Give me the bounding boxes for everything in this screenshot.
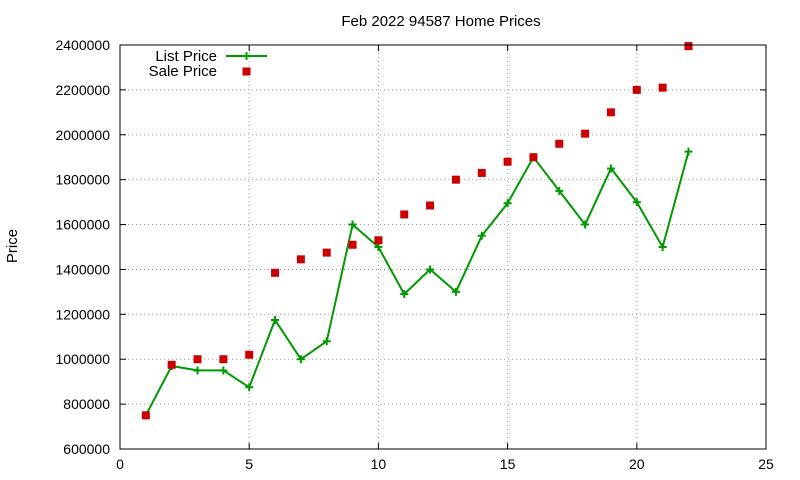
y-tick-label: 800000 [63, 396, 110, 412]
chart-title: Feb 2022 94587 Home Prices [341, 13, 540, 30]
x-tick-label: 5 [245, 456, 253, 472]
axis-ticks: 600000 800000 1000000 1200000 1400000 1600000… [55, 37, 774, 472]
sale-price-point [167, 360, 176, 369]
sale-price-point [322, 248, 331, 257]
legend-marker-list-price [242, 52, 251, 60]
sale-price-point [348, 240, 357, 249]
y-tick-label: 1200000 [55, 306, 110, 322]
list-price-point [348, 220, 357, 229]
sale-price-point [271, 268, 280, 277]
sale-price-point [503, 157, 512, 166]
legend-label-list-price: List Price [155, 48, 217, 65]
list-price-point [606, 164, 615, 173]
y-tick-label: 2400000 [55, 37, 110, 53]
list-price-point [296, 355, 305, 364]
y-tick-label: 600000 [63, 441, 110, 457]
list-price-point [477, 231, 486, 240]
legend-marker-sale-price [242, 67, 251, 76]
sale-price-point [658, 83, 667, 92]
x-tick-label: 25 [758, 456, 774, 472]
list-price-point [451, 287, 460, 296]
x-tick-label: 10 [371, 456, 387, 472]
sale-price-point [426, 201, 435, 210]
y-tick-label: 1400000 [55, 261, 110, 277]
list-price-point [400, 290, 409, 299]
y-axis-label: Price [4, 229, 21, 263]
list-price-point [245, 383, 254, 392]
list-price-line [144, 151, 690, 416]
list-price-point [632, 198, 641, 207]
list-price-point [555, 186, 564, 195]
list-price-point [374, 243, 383, 251]
sale-price-point [296, 255, 305, 264]
list-price-point [219, 366, 228, 375]
x-tick-label: 0 [116, 456, 124, 472]
sale-price-point [581, 129, 590, 138]
list-price-point [322, 337, 331, 346]
sale-price-point [555, 139, 564, 148]
legend: List Price Sale Price [149, 48, 267, 80]
plot-frame [119, 44, 767, 450]
sale-price-point [529, 153, 538, 162]
y-tick-label: 1000000 [55, 351, 110, 367]
legend-label-sale-price: Sale Price [149, 63, 217, 80]
list-price-point [503, 199, 512, 208]
list-price-point [426, 265, 435, 274]
sale-price-point [632, 85, 641, 94]
sale-price-point [245, 350, 254, 359]
grid [120, 45, 766, 449]
sale-price-point [477, 168, 486, 177]
sale-price-point [219, 355, 228, 364]
y-tick-label: 1800000 [55, 172, 110, 188]
sale-price-point [684, 42, 693, 51]
sale-price-point [193, 355, 202, 364]
sale-price-point [400, 210, 409, 219]
list-price-point [581, 220, 590, 229]
x-tick-label: 15 [500, 456, 516, 472]
plot-series [141, 42, 693, 420]
list-price-point [684, 147, 693, 156]
list-price-point [271, 315, 280, 324]
sale-price-point [374, 236, 383, 245]
sale-price-point [451, 175, 460, 184]
sale-price-point [141, 411, 150, 420]
y-tick-label: 2000000 [55, 127, 110, 143]
y-tick-label: 1600000 [55, 217, 110, 233]
x-tick-label: 20 [629, 456, 645, 472]
list-price-point [658, 243, 667, 251]
y-tick-label: 2200000 [55, 82, 110, 98]
list-price-point [193, 366, 202, 375]
sale-price-point [606, 108, 615, 117]
